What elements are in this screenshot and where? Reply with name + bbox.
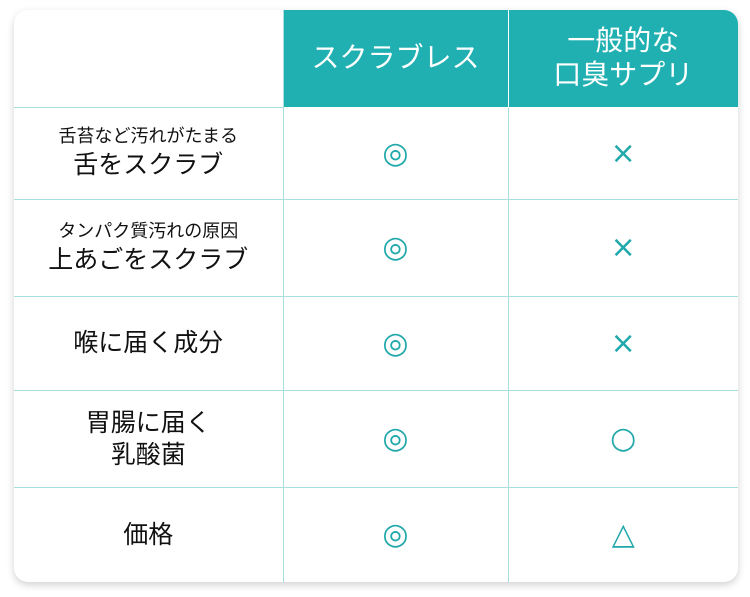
table-row: 胃腸に届く 乳酸菌 ◎ ○ <box>14 389 738 488</box>
row-label-text: 乳酸菌 <box>110 439 186 469</box>
mark-double-circle: ◎ <box>282 198 509 297</box>
row-label: 舌苔など汚れがたまる舌をスクラブ <box>14 106 284 200</box>
row-label: 価格 <box>14 486 284 582</box>
mark-cross: × <box>507 106 738 200</box>
mark-double-circle: ◎ <box>282 486 509 582</box>
row-label: 喉に届く成分 <box>14 295 284 391</box>
row-label: タンパク質汚れの原因 上あごをスクラブ <box>14 198 284 297</box>
mark-double-circle: ◎ <box>282 389 509 488</box>
mark-circle: ○ <box>507 389 738 488</box>
table-row: 喉に届く成分 ◎ × <box>14 295 738 391</box>
mark-triangle: △ <box>507 486 738 582</box>
table-row: 価格 ◎ △ <box>14 486 738 582</box>
row-label: 胃腸に届く 乳酸菌 <box>14 389 284 488</box>
mark-cross: × <box>507 198 738 297</box>
header-scrubless: スクラブレス <box>282 10 509 108</box>
row-label-text: 上あごをスクラブ <box>48 244 249 274</box>
mark-cross: × <box>507 295 738 391</box>
table-row: タンパク質汚れの原因 上あごをスクラブ ◎ × <box>14 198 738 297</box>
row-label-text: 胃腸に届く <box>85 407 211 437</box>
row-label-text: 舌をスクラブ <box>73 150 224 179</box>
row-label-text: 喉に届く成分 <box>73 328 224 357</box>
mark-double-circle: ◎ <box>282 106 509 200</box>
header-row: スクラブレス 一般的な 口臭サプリ <box>14 10 738 108</box>
header-line: 一般的な <box>567 24 680 58</box>
comparison-table-card: スクラブレス 一般的な 口臭サプリ 舌苔など汚れがたまる舌をスクラブ ◎ × タ… <box>14 10 738 582</box>
table-row: 舌苔など汚れがたまる舌をスクラブ ◎ × <box>14 106 738 200</box>
row-sublabel: 舌苔など汚れがたまる <box>58 126 238 147</box>
comparison-table: スクラブレス 一般的な 口臭サプリ 舌苔など汚れがたまる舌をスクラブ ◎ × タ… <box>14 10 738 582</box>
header-blank <box>14 10 284 108</box>
mark-double-circle: ◎ <box>282 295 509 391</box>
header-general-supplement: 一般的な 口臭サプリ <box>507 10 738 108</box>
row-label-text: 価格 <box>123 519 174 549</box>
header-line: 口臭サプリ <box>553 58 694 92</box>
row-sublabel: タンパク質汚れの原因 <box>58 220 239 242</box>
